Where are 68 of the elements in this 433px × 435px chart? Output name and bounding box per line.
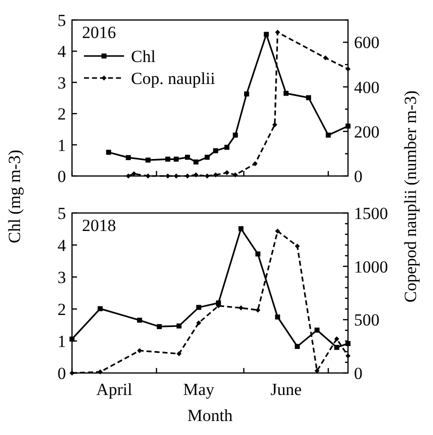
annotation: 2018: [82, 216, 116, 235]
y-tick-label: 0: [58, 364, 66, 383]
y2-tick-label: 0: [354, 166, 362, 186]
point: [255, 251, 260, 256]
point: [126, 155, 131, 160]
y-tick-label: 3: [58, 73, 66, 92]
point: [255, 308, 260, 313]
point: [213, 148, 218, 154]
y-tick-label: 5: [58, 10, 66, 30]
point: [106, 150, 112, 155]
point: [314, 328, 320, 333]
point: [224, 144, 230, 150]
y-tick-label: 1: [58, 332, 66, 351]
y-tick-label: 5: [58, 204, 66, 223]
y2-tick-label: 1500: [354, 204, 388, 223]
x-axis-title: Month: [187, 406, 234, 425]
point: [275, 228, 280, 234]
point: [294, 244, 300, 249]
point: [238, 226, 244, 232]
point: [137, 318, 142, 323]
point: [252, 161, 258, 166]
x-tick-label: June: [270, 380, 302, 399]
y-tick-label: 4: [58, 42, 66, 62]
point: [334, 344, 340, 350]
y2-tick-label: 1000: [354, 257, 388, 276]
point: [326, 132, 331, 138]
y-tick-label: 1: [58, 136, 66, 155]
y-tick-label: 2: [58, 300, 66, 319]
y-tick-label: 0: [58, 166, 66, 186]
y-tick-label: 4: [58, 236, 66, 255]
point: [176, 351, 182, 356]
point: [264, 32, 269, 37]
point: [284, 90, 289, 96]
y2-tick-label: 200: [354, 122, 380, 142]
point: [193, 159, 198, 164]
point: [244, 91, 250, 96]
point: [204, 154, 210, 160]
legend-label: Chl: [131, 46, 156, 66]
y2-tick-label: 400: [354, 78, 380, 97]
point: [232, 132, 238, 138]
point: [275, 314, 280, 320]
point: [275, 30, 280, 35]
point: [146, 158, 151, 163]
y2-axis-title: Copepod nauplii (number m-3): [401, 90, 420, 302]
point: [156, 324, 162, 330]
point: [165, 156, 170, 162]
y2-tick-label: 600: [354, 33, 380, 52]
annotation: 2016: [82, 23, 116, 42]
point: [294, 344, 300, 349]
point: [184, 154, 190, 160]
y-tick-label: 3: [58, 268, 66, 287]
legend-label: Cop. nauplii: [131, 68, 216, 88]
y2-tick-label: 500: [354, 310, 380, 330]
point: [224, 170, 230, 176]
point: [176, 323, 182, 328]
point: [174, 156, 179, 162]
point: [272, 122, 278, 128]
point: [334, 336, 340, 342]
point: [98, 306, 103, 312]
y-axis-title: Chl (mg m-3): [5, 150, 24, 244]
point: [196, 320, 202, 326]
x-tick-label: April: [96, 380, 132, 399]
y-tick-label: 2: [58, 104, 66, 124]
point: [196, 304, 202, 310]
point: [322, 55, 328, 60]
y2-tick-label: 0: [354, 364, 362, 383]
x-tick-label: May: [183, 380, 215, 399]
point: [306, 95, 312, 100]
